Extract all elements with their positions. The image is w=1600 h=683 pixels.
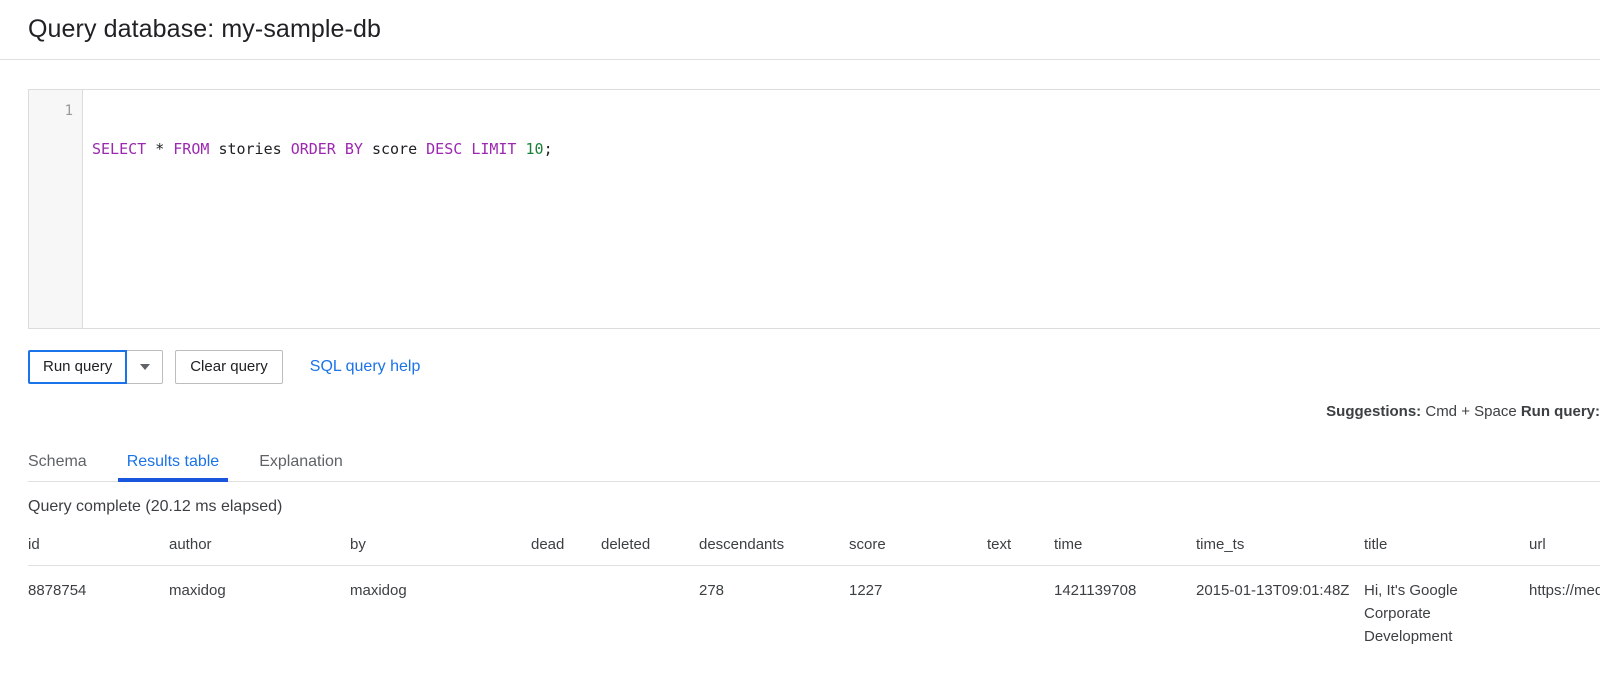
column-header-title[interactable]: title xyxy=(1364,536,1388,553)
cell-url: https://medium.com/google-corporate-de xyxy=(1529,565,1600,661)
cell-text xyxy=(987,565,1054,661)
cell-time: 1421139708 xyxy=(1054,565,1196,661)
editor-gutter: 1 xyxy=(29,90,83,328)
sql-code-line: SELECT * FROM stories ORDER BY score DES… xyxy=(92,140,553,158)
cell-time-ts: 2015-01-13T09:01:48Z xyxy=(1196,565,1364,661)
sql-code-area[interactable]: SELECT * FROM stories ORDER BY score DES… xyxy=(83,90,1600,328)
suggestions-bar: Suggestions: Cmd + Space Run query: xyxy=(0,402,1600,422)
run-query-button[interactable]: Run query xyxy=(28,350,128,384)
run-query-dropdown-button[interactable] xyxy=(127,350,164,384)
column-header-id[interactable]: id xyxy=(28,536,40,553)
column-header-deleted[interactable]: deleted xyxy=(601,536,651,553)
cell-dead xyxy=(531,565,601,661)
clear-query-button[interactable]: Clear query xyxy=(175,350,283,384)
cell-title: Hi, It's Google Corporate Development xyxy=(1364,565,1529,661)
results-table-head: id author by dead deleted descendants sc… xyxy=(28,536,1600,566)
table-row: 8878754 maxidog maxidog 278 1227 1421139… xyxy=(28,565,1600,661)
column-header-time-ts[interactable]: time_ts xyxy=(1196,536,1245,553)
suggestions-shortcut: Cmd + Space xyxy=(1425,403,1517,420)
column-header-time[interactable]: time xyxy=(1054,536,1083,553)
results-header-row: id author by dead deleted descendants sc… xyxy=(28,536,1600,566)
sql-editor[interactable]: 1 SELECT * FROM stories ORDER BY score D… xyxy=(28,89,1600,329)
results-table-container: id author by dead deleted descendants sc… xyxy=(28,536,1600,661)
results-tabs: Schema Results table Explanation xyxy=(28,443,1600,482)
column-header-url[interactable]: url xyxy=(1529,536,1546,553)
chevron-down-icon xyxy=(139,364,150,370)
query-toolbar: Run query Clear query SQL query help xyxy=(28,350,1600,384)
cell-id: 8878754 xyxy=(28,565,169,661)
tab-schema[interactable]: Schema xyxy=(28,453,87,470)
tab-explanation[interactable]: Explanation xyxy=(259,453,343,470)
results-table: id author by dead deleted descendants sc… xyxy=(28,536,1600,661)
page-header: Query database: my-sample-db xyxy=(0,0,1600,60)
cell-by: maxidog xyxy=(350,565,531,661)
column-header-score[interactable]: score xyxy=(849,536,886,553)
tabs-divider xyxy=(28,481,1600,482)
results-table-body: 8878754 maxidog maxidog 278 1227 1421139… xyxy=(28,565,1600,661)
sql-query-help-link[interactable]: SQL query help xyxy=(309,358,421,375)
column-header-text[interactable]: text xyxy=(987,536,1012,553)
cell-descendants: 278 xyxy=(699,565,849,661)
column-header-by[interactable]: by xyxy=(350,536,366,553)
run-query-split-button: Run query xyxy=(28,350,164,384)
cell-author: maxidog xyxy=(169,565,350,661)
page-title: Query database: my-sample-db xyxy=(28,15,381,43)
column-header-descendants[interactable]: descendants xyxy=(699,536,785,553)
query-status: Query complete (20.12 ms elapsed) xyxy=(28,498,283,515)
cell-score: 1227 xyxy=(849,565,987,661)
column-header-dead[interactable]: dead xyxy=(531,536,565,553)
tab-list: Schema Results table Explanation xyxy=(28,443,1600,482)
editor-line-number: 1 xyxy=(64,103,73,119)
cell-deleted xyxy=(601,565,699,661)
tab-results-table[interactable]: Results table xyxy=(117,453,228,482)
column-header-author[interactable]: author xyxy=(169,536,212,553)
suggestions-action-label: Run query: xyxy=(1520,403,1600,420)
suggestions-label: Suggestions: xyxy=(1326,403,1422,420)
